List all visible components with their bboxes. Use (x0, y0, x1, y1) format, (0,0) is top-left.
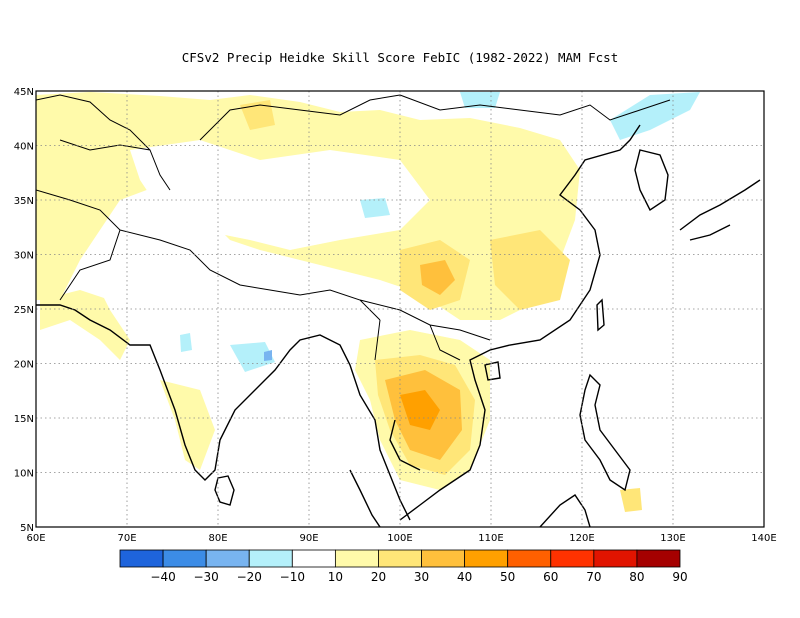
colorbar-swatch (464, 549, 509, 568)
lon-tick-label: 90E (299, 533, 318, 544)
colorbar-label: 70 (586, 570, 601, 584)
neutral-area-tibet (130, 140, 430, 250)
colorbar-swatch (119, 549, 164, 568)
sumatra-tip (349, 469, 381, 527)
colorbar-swatch (248, 549, 293, 568)
negative-area-india-west (180, 333, 192, 352)
negative-area-tibet (360, 198, 390, 218)
skill-shading (36, 92, 700, 512)
korea (634, 149, 669, 212)
skill-30-southchina (490, 230, 570, 310)
colorbar-label: 40 (457, 570, 472, 584)
japan (679, 179, 761, 241)
philippines (579, 373, 631, 492)
borneo-tip (539, 494, 591, 527)
indochina-coast (399, 124, 641, 521)
gulf-thailand (389, 419, 421, 471)
lat-tick-label: 20N (14, 360, 34, 371)
india-coastline (36, 304, 411, 521)
longitude-labels: 60E 70E 80E 90E 100E 110E 120E 130E 140E (26, 533, 776, 544)
lon-tick-label: 100E (387, 533, 412, 544)
negative-20-bengal (264, 350, 272, 361)
colorbar-label: 50 (500, 570, 515, 584)
lon-tick-label: 130E (660, 533, 685, 544)
negative-area-bay-bengal (230, 342, 275, 372)
taiwan (596, 298, 605, 332)
colorbar-label: 10 (328, 570, 343, 584)
colorbar-label: 60 (543, 570, 558, 584)
colorbar-swatch (334, 549, 379, 568)
colorbar-swatch (636, 549, 681, 568)
colorbar-label: 90 (672, 570, 687, 584)
lon-tick-label: 110E (478, 533, 503, 544)
lat-tick-label: 35N (14, 196, 34, 207)
colorbar-label: −10 (280, 570, 305, 584)
colorbar-label: 80 (629, 570, 644, 584)
colorbar-label: −30 (193, 570, 218, 584)
lat-tick-label: 45N (14, 87, 34, 98)
skill-20-philippines (620, 488, 642, 512)
colorbar-swatch (507, 549, 552, 568)
colorbar-label: 20 (371, 570, 386, 584)
lat-tick-label: 40N (14, 142, 34, 153)
negative-area-mongolia (460, 92, 500, 108)
colorbar-swatch (593, 549, 638, 568)
colorbar-labels: −40 −30 −20 −10 10 20 30 40 50 60 70 80 90 (150, 570, 687, 584)
chart-title: CFSv2 Precip Heidke Skill Score FebIC (1… (181, 50, 619, 65)
gridlines (36, 91, 764, 527)
colorbar-label: 30 (414, 570, 429, 584)
colorbar-swatch (378, 549, 422, 568)
lat-tick-label: 30N (14, 251, 34, 262)
coastlines (36, 94, 761, 527)
borders-central-asia (36, 94, 671, 361)
positive-area-india-south (160, 380, 215, 470)
colorbar-swatch (291, 549, 336, 568)
latitude-labels: 5N 10N 15N 20N 25N 30N 35N 40N 45N (14, 87, 34, 534)
colorbar-swatch (205, 549, 250, 568)
skill-50-thailand (400, 390, 440, 430)
negative-area-ne-china (610, 92, 700, 140)
lon-tick-label: 60E (26, 533, 45, 544)
lat-tick-label: 25N (14, 305, 34, 316)
positive-area-india-west (40, 290, 130, 360)
srilanka (214, 475, 235, 506)
lat-tick-label: 15N (14, 414, 34, 425)
map-frame (35, 90, 765, 528)
colorbar-label: −40 (150, 570, 175, 584)
colorbar-swatch (550, 549, 595, 568)
colorbar (119, 549, 681, 568)
skill-40-sichuan (420, 260, 455, 295)
skill-20-north (240, 100, 275, 130)
lon-tick-label: 140E (751, 533, 776, 544)
lon-tick-label: 80E (208, 533, 227, 544)
neutral-area-india (90, 260, 250, 380)
colorbar-swatch (421, 549, 466, 568)
lon-tick-label: 70E (117, 533, 136, 544)
colorbar-label: −20 (237, 570, 262, 584)
colorbar-swatch (162, 549, 207, 568)
lon-tick-label: 120E (569, 533, 594, 544)
lat-tick-label: 10N (14, 469, 34, 480)
lat-tick-label: 5N (20, 523, 34, 534)
hainan (484, 361, 501, 381)
